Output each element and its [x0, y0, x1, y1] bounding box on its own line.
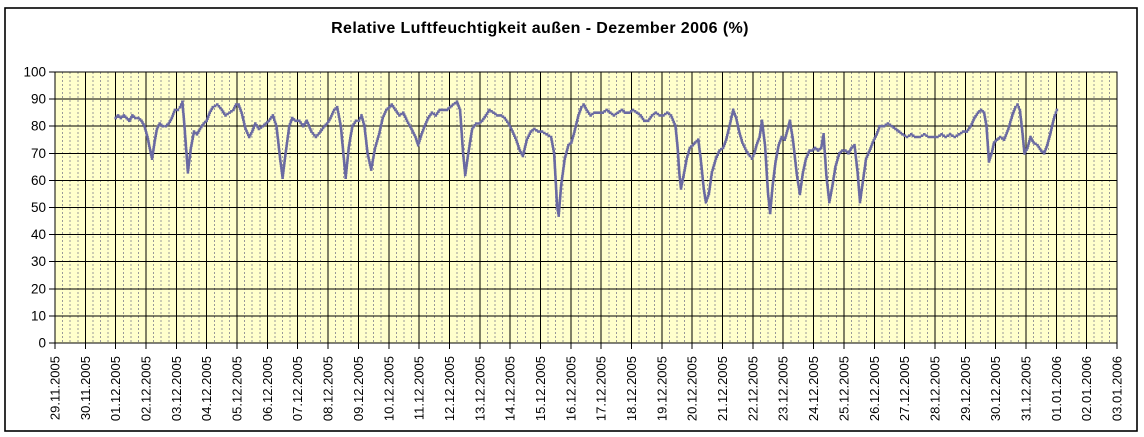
x-axis-tick-label: 22.12.2005 [745, 356, 760, 421]
x-axis-tick-label: 21.12.2005 [715, 356, 730, 421]
x-axis-tick-label: 20.12.2005 [685, 356, 700, 421]
x-axis-tick-label: 15.12.2005 [533, 356, 548, 421]
x-axis-tick-label: 03.12.2005 [169, 356, 184, 421]
x-axis-tick-label: 13.12.2005 [472, 356, 487, 421]
y-axis-tick-label: 90 [31, 92, 46, 107]
x-axis-tick-label: 30.11.2005 [78, 356, 93, 420]
chart-title: Relative Luftfeuchtigkeit außen - Dezemb… [331, 20, 749, 37]
x-axis-tick-label: 01.01.2006 [1049, 356, 1064, 421]
x-axis-tick-label: 10.12.2005 [381, 356, 396, 421]
x-axis-tick-label: 17.12.2005 [594, 356, 609, 421]
y-axis-tick-label: 80 [31, 119, 46, 134]
x-axis-tick-label: 28.12.2005 [927, 356, 942, 421]
x-axis-tick-label: 30.12.2005 [988, 356, 1003, 421]
x-axis-tick-label: 27.12.2005 [897, 356, 912, 421]
y-axis-tick-label: 20 [31, 281, 46, 296]
x-axis-tick-label: 04.12.2005 [199, 356, 214, 421]
y-axis-tick-label: 70 [31, 146, 46, 161]
x-axis-tick-label: 03.01.2006 [1110, 356, 1125, 421]
x-axis-tick-label: 02.12.2005 [139, 356, 154, 421]
x-axis-tick-label: 25.12.2005 [836, 356, 851, 421]
y-axis-tick-label: 100 [23, 65, 46, 80]
x-axis-tick-label: 01.12.2005 [108, 356, 123, 421]
y-axis-tick-label: 40 [31, 227, 46, 242]
x-axis-tick-label: 12.12.2005 [442, 356, 457, 421]
horizontal-gridlines [55, 98, 1117, 317]
x-axis-tick-label: 26.12.2005 [867, 356, 882, 421]
x-axis-tick-label: 02.01.2006 [1079, 356, 1094, 421]
x-axis-tick-label: 18.12.2005 [624, 356, 639, 421]
x-axis-tick-label: 11.12.2005 [412, 356, 427, 420]
x-axis-tick-label: 29.12.2005 [958, 356, 973, 421]
x-axis-tick-label: 31.12.2005 [1019, 356, 1034, 421]
humidity-series-markers [114, 100, 1059, 217]
y-axis-tick-label: 10 [31, 308, 46, 323]
x-axis-tick-label: 06.12.2005 [260, 356, 275, 421]
x-axis-tick-label: 08.12.2005 [321, 356, 336, 421]
x-axis-tick-label: 05.12.2005 [230, 356, 245, 421]
x-axis-tick-label: 07.12.2005 [290, 356, 305, 421]
axis-ticks [49, 71, 1118, 349]
x-axis-tick-label: 23.12.2005 [776, 356, 791, 421]
x-axis-tick-label: 16.12.2005 [563, 356, 578, 421]
x-axis-tick-label: 24.12.2005 [806, 356, 821, 421]
x-axis-tick-label: 29.11.2005 [48, 356, 63, 420]
chart-outer-border [4, 7, 1138, 432]
y-axis-tick-label: 60 [31, 173, 46, 188]
x-axis-tick-label: 09.12.2005 [351, 356, 366, 421]
x-axis-tick-label: 19.12.2005 [654, 356, 669, 421]
y-axis-tick-label: 50 [31, 200, 46, 215]
plot-area: 0 10 20 30 40 50 60 70 80 90 100 29.11.2005 30.11.20… [23, 65, 1124, 422]
x-axis-tick-label: 14.12.2005 [503, 356, 518, 421]
y-axis-tick-label: 0 [38, 336, 46, 351]
y-axis-tick-label: 30 [31, 254, 46, 269]
